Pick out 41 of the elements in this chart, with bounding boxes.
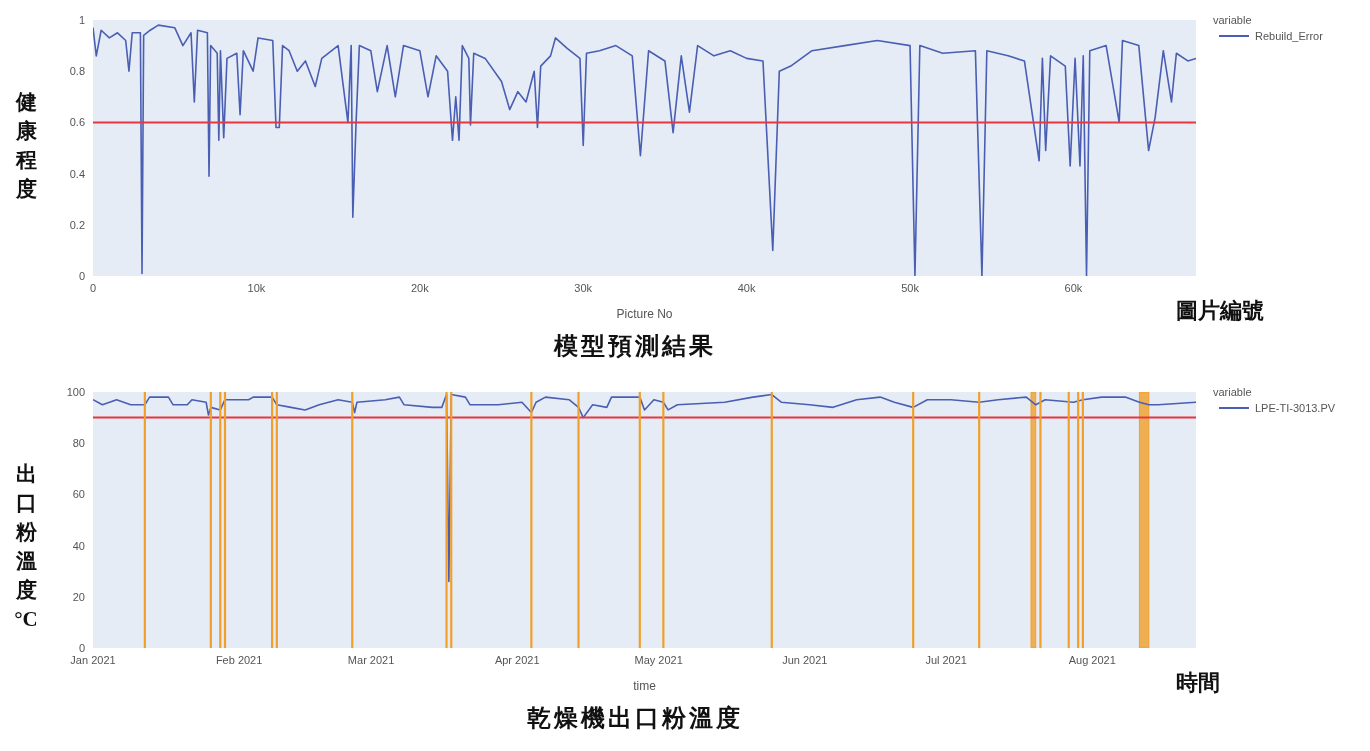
line-series [93,24,1196,276]
x-axis-title: time [633,679,657,693]
x-tick-label: 20k [410,281,430,294]
text: 時間 [1176,669,1220,697]
y-axis-title: 出口粉溫度°C [13,461,39,633]
text: 乾燥機出口粉溫度 [526,704,744,733]
x-tick-label: Jun 2021 [782,653,828,666]
y-axis-title: 健康程度 [14,89,38,203]
x-tick-label: 30k [574,281,593,294]
x-tick-label: Mar 2021 [347,653,395,666]
y-tick-label: 0.6 [69,116,85,129]
y-tick-label: 0.2 [69,218,85,231]
text: 模型預測結果 [552,332,717,361]
y-tick-label: 0 [78,269,85,282]
text: 圖片編號 [1176,297,1264,325]
x-tick-label: 40k [737,281,756,294]
y-tick-label: 100 [66,385,85,398]
legend-title: variable [1213,14,1253,26]
x-tick-label: Jul 2021 [925,653,967,666]
x-tick-label: Feb 2021 [215,653,263,666]
x-tick-label: Apr 2021 [494,653,540,666]
y-tick-label: 80 [72,437,85,450]
legend-label: Rebuild_Error [1255,30,1323,42]
x-tick-label: 50k [901,281,920,294]
x-tick-label: 0 [89,281,97,294]
y-tick-label: 20 [72,590,85,603]
x-tick-label: Aug 2021 [1068,653,1116,666]
y-tick-label: 0 [78,641,85,654]
legend-label: LPE-TI-3013.PV [1255,402,1336,414]
x-axis-title: Picture No [616,307,673,321]
y-tick-label: 60 [72,488,85,501]
x-tick-label: Jan 2021 [70,653,116,666]
legend-title: variable [1213,386,1253,398]
y-tick-label: 0.4 [69,167,85,180]
y-tick-label: 40 [72,539,85,552]
y-tick-label: 0.8 [69,65,85,78]
x-tick-label: May 2021 [634,653,683,666]
x-tick-label: 10k [247,281,266,294]
x-tick-label: 60k [1064,281,1083,294]
y-tick-label: 1 [78,13,85,26]
line-series [93,393,1196,583]
